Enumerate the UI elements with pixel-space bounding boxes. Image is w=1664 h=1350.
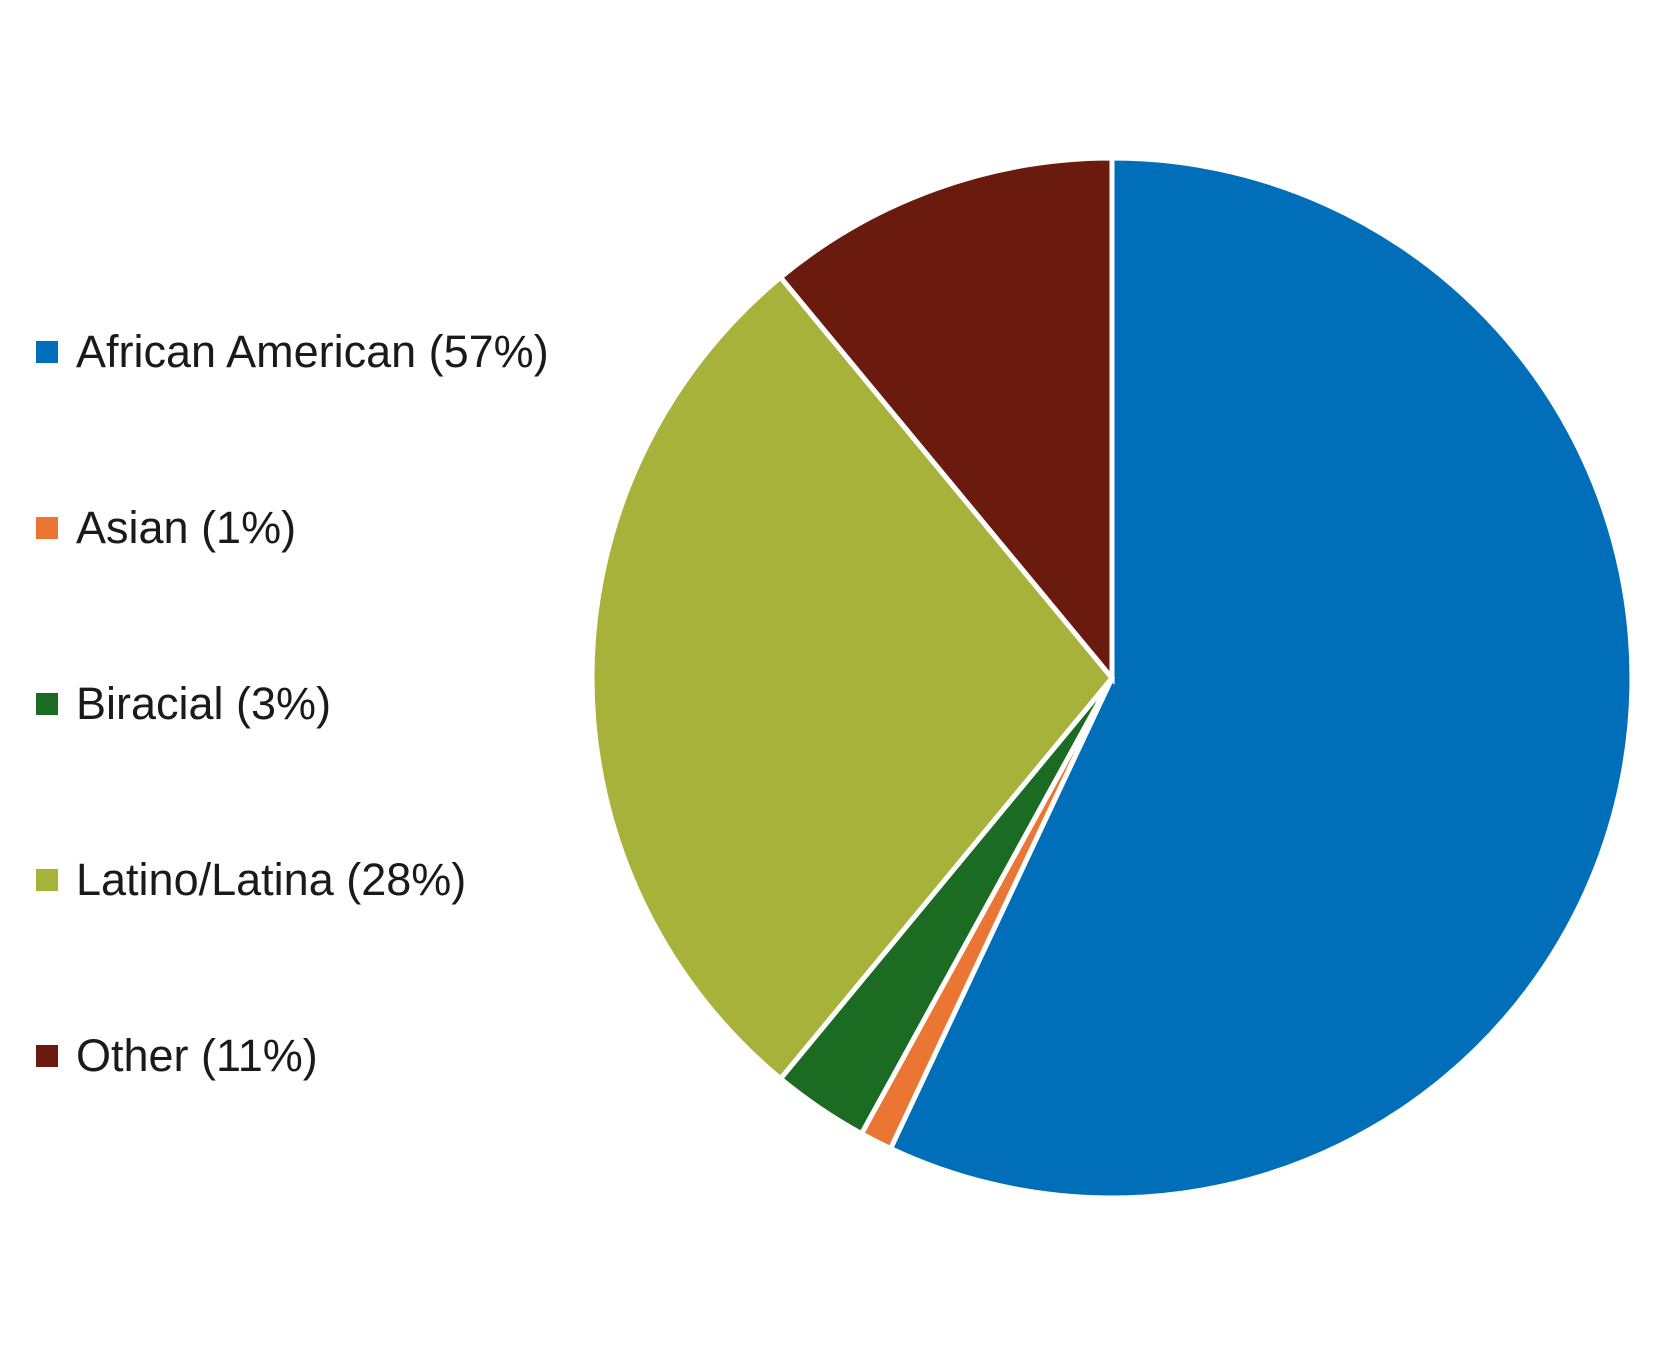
legend-label-other: Other (11%) [76,1030,318,1081]
legend-swatch-asian [36,517,58,539]
pie-slices [589,155,1635,1201]
legend-label-latino-latina: Latino/Latina (28%) [76,854,467,905]
legend-item-asian: Asian (1%) [36,498,296,558]
pie-slice-african-american [887,155,1635,1201]
pie-slice-other [777,155,1115,685]
legend: African American (57%) Asian (1%) Biraci… [36,0,636,1350]
legend-label-biracial: Biracial (3%) [76,678,332,729]
pie-slice-latino-latina [589,273,1116,1083]
legend-item-biracial: Biracial (3%) [36,674,331,734]
legend-item-african-american: African American (57%) [36,322,549,382]
legend-label-asian: Asian (1%) [76,502,297,553]
legend-swatch-latino-latina [36,869,58,891]
legend-label-african-american: African American (57%) [76,326,549,377]
legend-item-latino-latina: Latino/Latina (28%) [36,850,466,910]
legend-swatch-other [36,1045,58,1067]
legend-item-other: Other (11%) [36,1026,318,1086]
legend-swatch-african-american [36,341,58,363]
legend-swatch-biracial [36,693,58,715]
